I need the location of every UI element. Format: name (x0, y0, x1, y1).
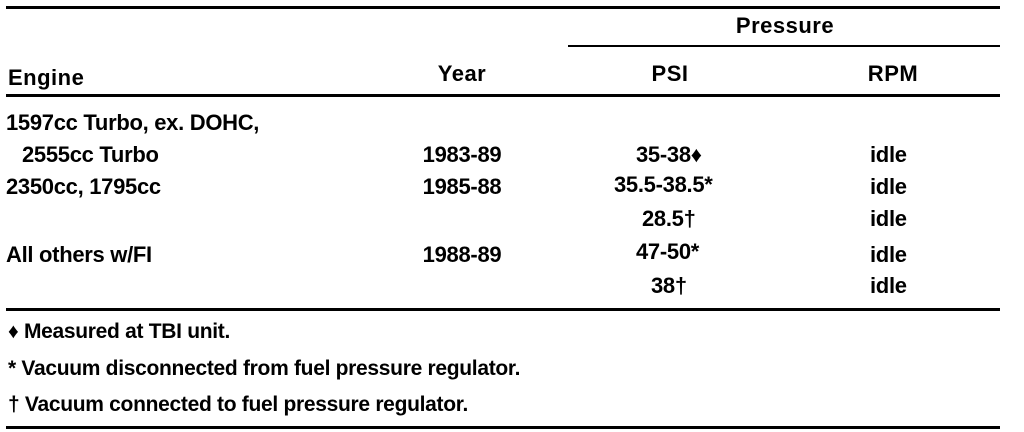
cell-engine: 2555cc Turbo (22, 142, 159, 167)
cell-engine: 1597cc Turbo, ex. DOHC, (6, 110, 260, 135)
cell-psi: 35.5-38.5* (614, 172, 713, 197)
cell-year: 1988-89 (422, 242, 502, 267)
cell-rpm: idle (870, 273, 907, 298)
cell-engine: All others w/FI (6, 242, 152, 267)
footnote-vacuum-disconnected: * Vacuum disconnected from fuel pressure… (8, 357, 521, 380)
header-year: Year (437, 61, 487, 86)
footnote-vacuum-connected: † Vacuum connected to fuel pressure regu… (8, 393, 469, 416)
cell-rpm: idle (870, 206, 907, 231)
cell-year: 1985-88 (422, 174, 502, 199)
table-top-rule (6, 6, 1000, 9)
cell-psi: 35-38♦ (636, 142, 702, 167)
cell-psi: 38† (651, 273, 687, 298)
header-engine: Engine (8, 65, 85, 90)
table-bottom-rule (6, 426, 1000, 429)
header-bottom-rule (6, 94, 1000, 97)
header-psi: PSI (651, 61, 689, 86)
cell-psi: 47-50* (636, 239, 700, 264)
cell-psi: 28.5† (642, 206, 696, 231)
cell-engine: 2350cc, 1795cc (6, 174, 161, 199)
cell-year: 1983-89 (422, 142, 502, 167)
pressure-group-rule (568, 45, 1000, 47)
body-bottom-rule (6, 308, 1000, 311)
header-rpm: RPM (867, 61, 919, 86)
cell-rpm: idle (870, 174, 907, 199)
header-pressure-group: Pressure (735, 13, 835, 38)
cell-rpm: idle (870, 142, 907, 167)
footnote-tbi: ♦ Measured at TBI unit. (8, 320, 231, 343)
cell-rpm: idle (870, 242, 907, 267)
